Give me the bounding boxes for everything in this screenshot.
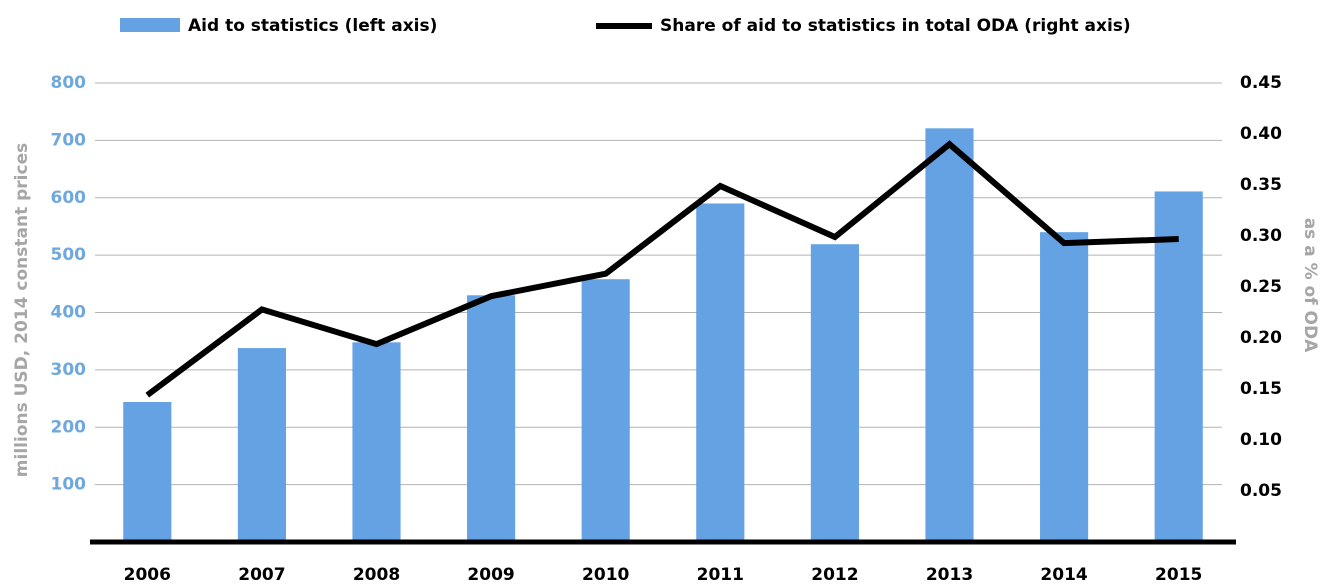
x-tick-label: 2009 <box>467 565 514 585</box>
x-tick-label: 2006 <box>124 565 171 585</box>
bar <box>1154 191 1203 542</box>
bar <box>696 203 745 543</box>
bar <box>237 348 286 542</box>
x-tick-label: 2008 <box>353 565 400 585</box>
legend-label: Aid to statistics (left axis) <box>188 16 437 36</box>
x-tick-label: 2013 <box>926 565 973 585</box>
x-tick-label: 2010 <box>582 565 629 585</box>
y2-axis-title: as a % of ODA <box>1300 218 1320 353</box>
bar <box>810 244 859 542</box>
y-tick-label: 100 <box>51 475 87 495</box>
y2-tick-label: 0.15 <box>1240 379 1282 399</box>
bar <box>123 402 172 542</box>
x-tick-label: 2011 <box>697 565 744 585</box>
y-tick-label: 700 <box>51 130 87 150</box>
legend-swatch <box>120 18 180 32</box>
bar <box>1040 232 1089 543</box>
bar <box>467 295 516 542</box>
y2-tick-label: 0.05 <box>1240 481 1282 501</box>
line <box>145 140 1179 398</box>
y2-tick-label: 0.25 <box>1240 277 1282 297</box>
y2-tick-label: 0.45 <box>1240 73 1282 93</box>
y-tick-label: 400 <box>51 303 87 323</box>
x-tick-label: 2015 <box>1155 565 1202 585</box>
bar <box>581 279 630 542</box>
y-tick-label: 600 <box>51 188 87 208</box>
bar <box>925 128 974 543</box>
y-tick-label: 800 <box>51 73 87 93</box>
x-tick-label: 2012 <box>811 565 858 585</box>
legend-label: Share of aid to statistics in total ODA … <box>660 16 1131 36</box>
y-tick-label: 500 <box>51 245 87 265</box>
x-tick-label: 2014 <box>1040 565 1087 585</box>
y-tick-label: 200 <box>51 417 87 437</box>
bar <box>352 342 401 542</box>
y-axis-title: millions USD, 2014 constant prices <box>12 143 32 477</box>
y2-tick-label: 0.20 <box>1240 328 1282 348</box>
y-tick-label: 300 <box>51 360 87 380</box>
x-tick-label: 2007 <box>238 565 285 585</box>
y2-tick-label: 0.30 <box>1240 226 1282 246</box>
y2-tick-label: 0.40 <box>1240 124 1282 144</box>
y2-tick-label: 0.35 <box>1240 175 1282 195</box>
y2-tick-label: 0.10 <box>1240 430 1282 450</box>
